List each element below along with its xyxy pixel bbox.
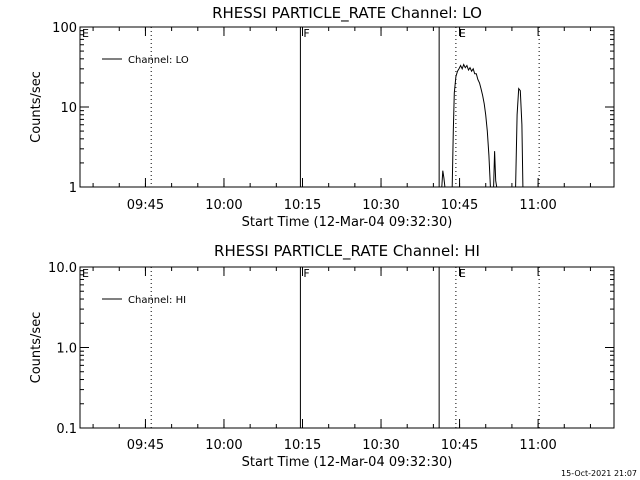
- y-tick-label: 100: [52, 21, 77, 36]
- y-tick-label: 10: [60, 101, 77, 116]
- y-axis-label: Counts/sec: [29, 312, 44, 384]
- x-tick-label: 10:00: [205, 438, 242, 453]
- x-tick-label: 10:00: [205, 198, 242, 213]
- series-line: [515, 87, 524, 188]
- x-axis-label: Start Time (12-Mar-04 09:32:30): [242, 215, 453, 230]
- generation-timestamp: 15-Oct-2021 21:07: [561, 469, 637, 478]
- x-tick-label: 11:00: [519, 438, 556, 453]
- x-tick-label: 11:00: [519, 198, 556, 213]
- chart-title: RHESSI PARTICLE_RATE Channel: LO: [212, 4, 482, 23]
- event-marker-label: E: [459, 27, 466, 40]
- corner-label: E: [82, 267, 89, 280]
- y-tick-label: 1: [69, 181, 77, 196]
- panel-hi-channel: RHESSI PARTICLE_RATE Channel: HI 0.1 1.0 10…: [29, 242, 615, 470]
- x-tick-label: 10:30: [362, 438, 399, 453]
- series-line: [493, 151, 498, 188]
- series-line: [451, 63, 491, 188]
- x-tick-label: 09:45: [127, 438, 164, 453]
- x-tick-label: 10:30: [362, 198, 399, 213]
- x-tick-label: 10:15: [284, 438, 321, 453]
- event-marker-label: F: [303, 267, 309, 280]
- series-line: [441, 170, 446, 188]
- corner-label: E: [82, 27, 89, 40]
- y-tick-label: 10.0: [48, 261, 77, 276]
- chart-title: RHESSI PARTICLE_RATE Channel: HI: [214, 242, 480, 261]
- event-marker-label: E: [459, 267, 466, 280]
- panel-lo-channel: RHESSI PARTICLE_RATE Channel: LO 1 10 100 Co…: [29, 4, 615, 230]
- legend-label: Channel: HI: [128, 295, 186, 306]
- legend-label: Channel: LO: [128, 55, 189, 66]
- event-marker-label: F: [303, 27, 309, 40]
- x-axis-label: Start Time (12-Mar-04 09:32:30): [242, 455, 453, 470]
- x-tick-label: 10:45: [441, 438, 478, 453]
- y-tick-label: 0.1: [56, 422, 77, 437]
- x-tick-label: 09:45: [127, 198, 164, 213]
- x-tick-label: 10:15: [284, 198, 321, 213]
- y-tick-label: 1.0: [56, 342, 77, 357]
- x-tick-label: 10:45: [441, 198, 478, 213]
- y-axis-label: Counts/sec: [29, 71, 44, 143]
